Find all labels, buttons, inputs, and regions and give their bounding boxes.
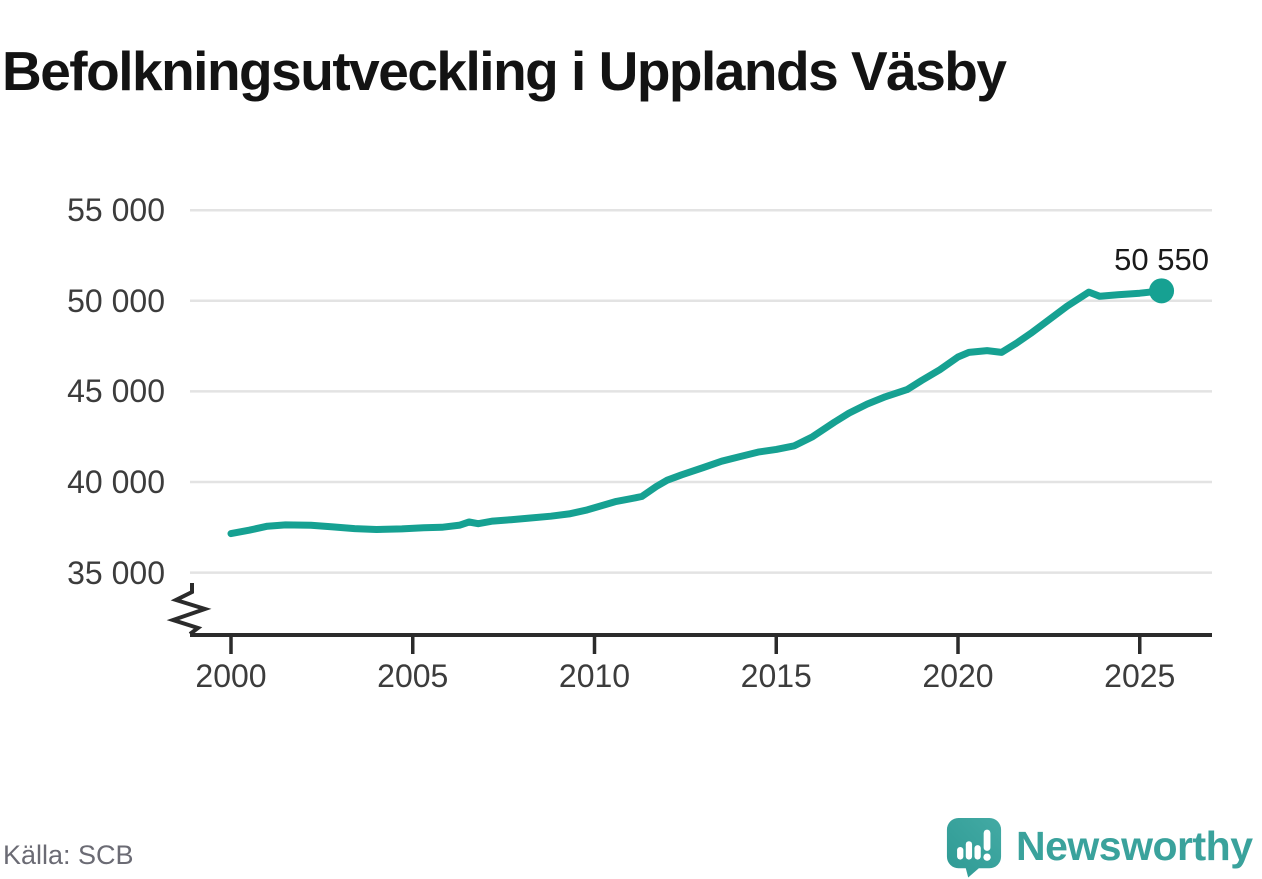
bar-chart-exclamation-icon (946, 818, 1002, 878)
y-tick-label: 55 000 (67, 192, 165, 229)
y-tick-label: 35 000 (67, 554, 165, 591)
speech-bubble-shape (946, 818, 1002, 878)
axis-break-icon (166, 583, 212, 636)
bar-2 (965, 841, 973, 860)
newsworthy-logo: Newsworthy (945, 816, 1261, 878)
exclamation-dot (983, 853, 991, 861)
population-line (227, 278, 1175, 538)
x-tick-label: 2005 (377, 658, 449, 694)
x-tick-label: 2000 (195, 658, 267, 694)
y-tick-label: 45 000 (67, 373, 165, 410)
bar-1 (957, 847, 964, 860)
population-line-path (227, 287, 1166, 538)
y-tick-label: 50 000 (67, 282, 165, 319)
x-axis (190, 633, 1212, 654)
x-tick-label: 2020 (922, 658, 994, 694)
x-tick-label: 2010 (558, 658, 631, 694)
newsworthy-wordmark: Newsworthy (1016, 823, 1253, 869)
gridlines (190, 208, 1212, 574)
page-title: Befolkningsutveckling i Upplands Väsby (2, 39, 1007, 102)
source-note: Källa: SCB (3, 840, 134, 870)
x-tick-label: 2025 (1104, 658, 1176, 694)
x-tick-label: 2015 (740, 658, 812, 694)
y-tick-label: 40 000 (67, 464, 165, 500)
latest-value-label: 50 550 (1114, 241, 1209, 277)
exclamation-bar (983, 829, 991, 851)
bar-3 (974, 845, 981, 860)
latest-point-dot (1149, 278, 1175, 304)
